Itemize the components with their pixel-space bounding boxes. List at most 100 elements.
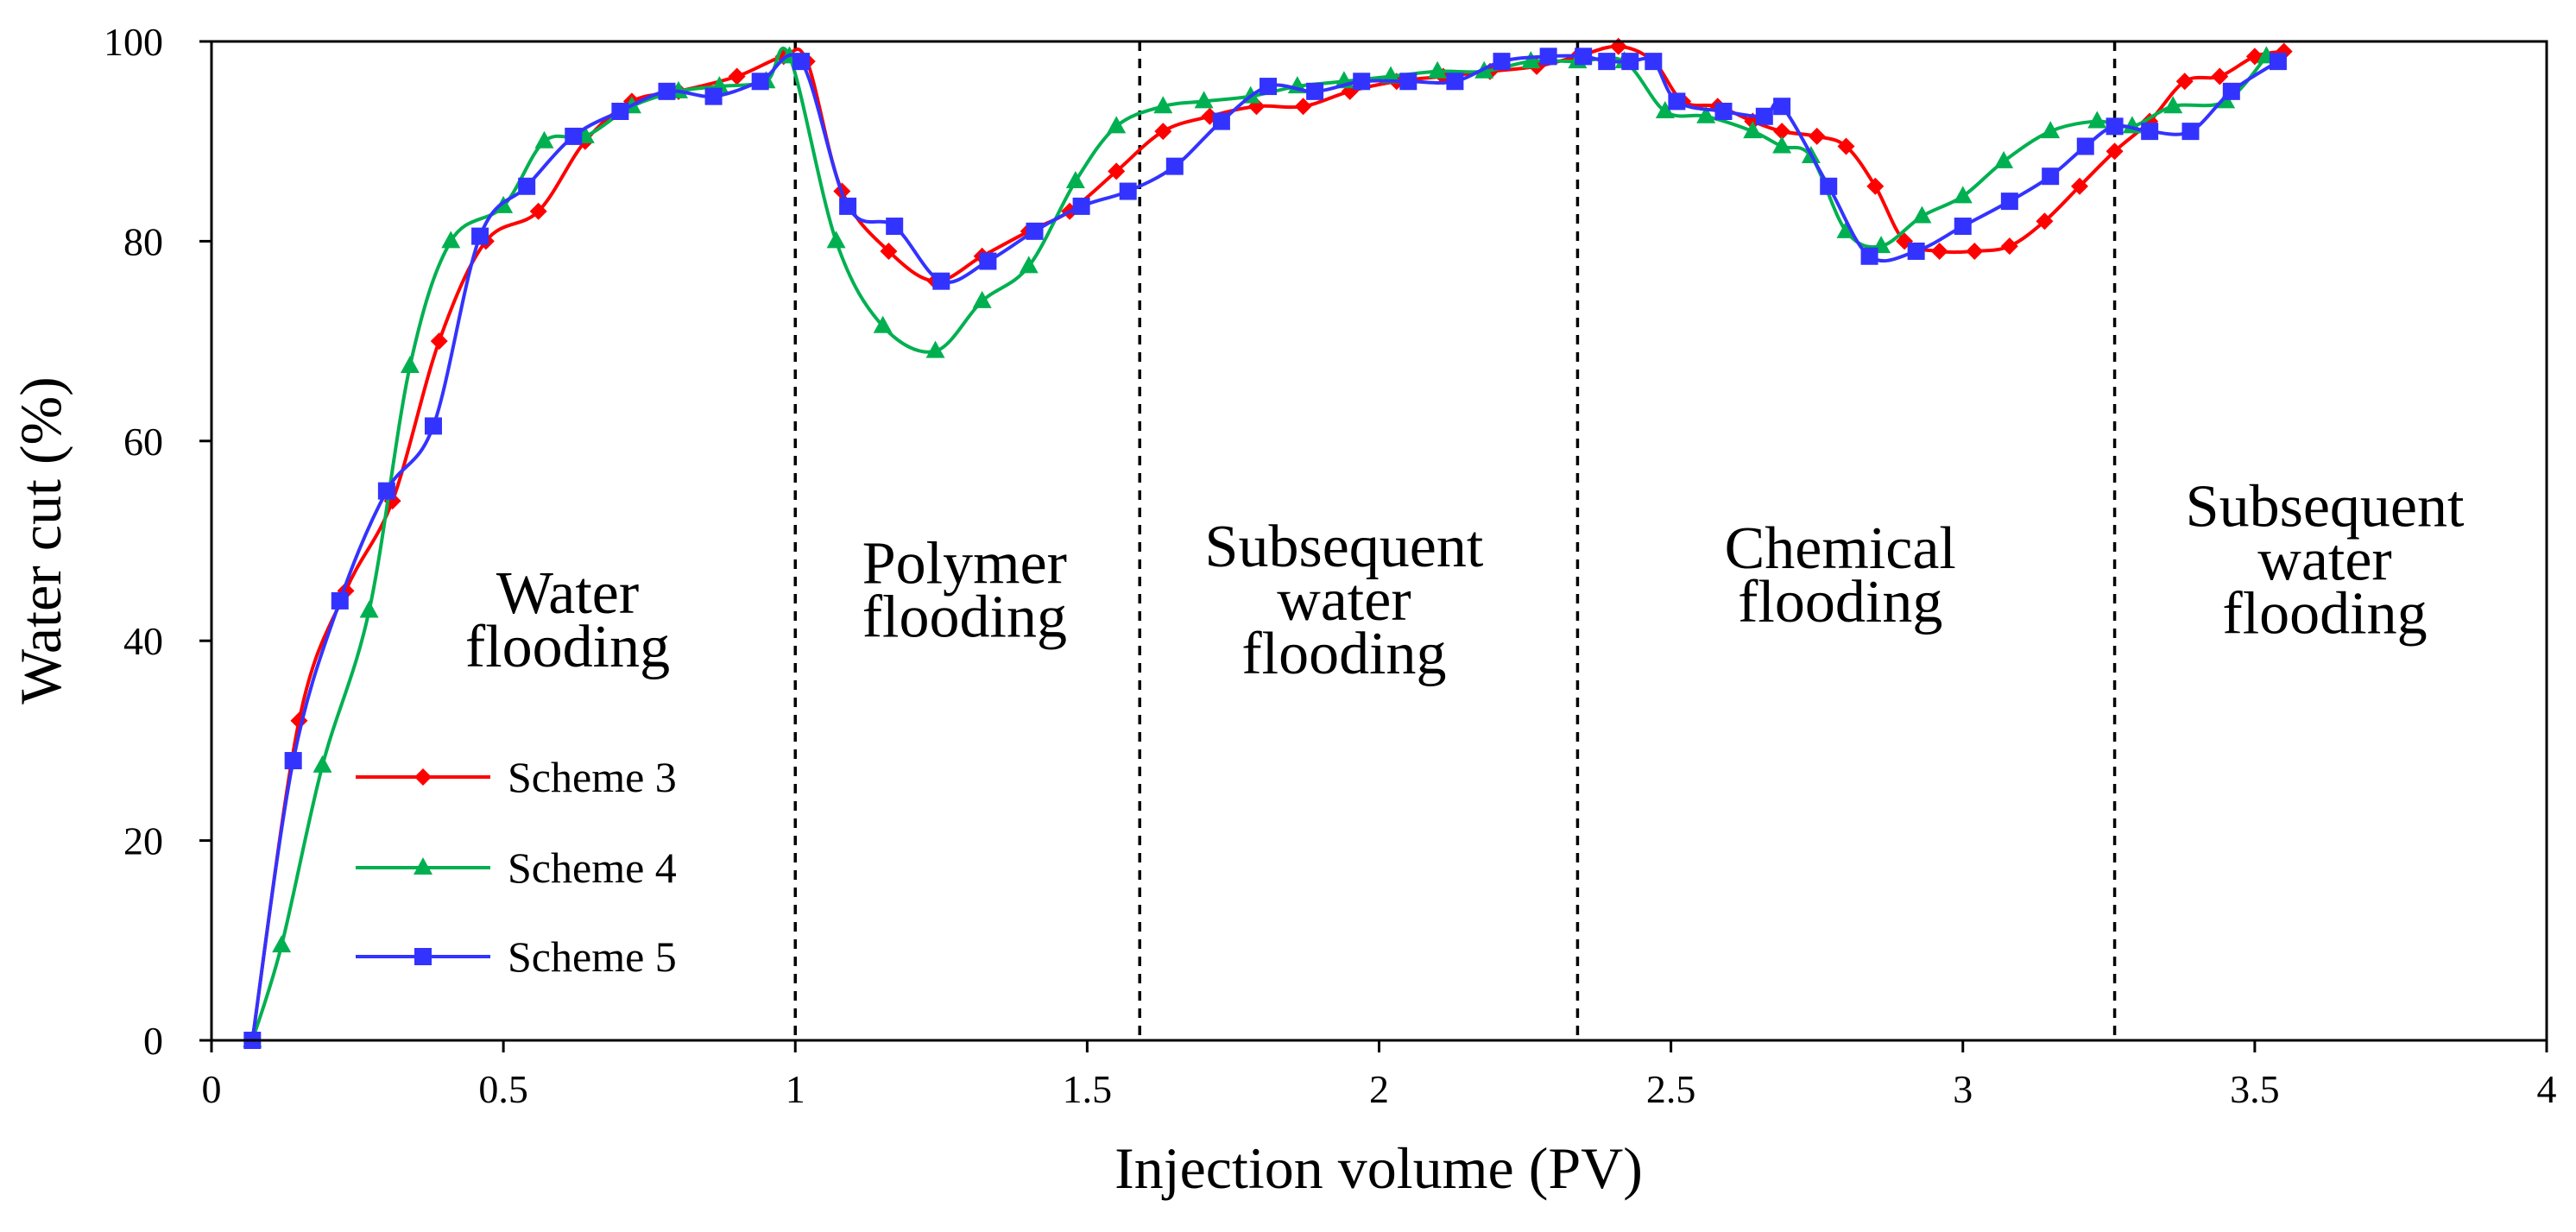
data-point bbox=[704, 87, 723, 105]
data-point bbox=[1212, 112, 1230, 130]
data-point bbox=[1930, 242, 1948, 260]
y-axis-ticks: 0 20 40 60 80 100 bbox=[104, 20, 212, 1063]
data-point bbox=[1153, 96, 1173, 114]
y-tick-label: 80 bbox=[123, 219, 163, 263]
data-point bbox=[400, 356, 420, 374]
data-point bbox=[2175, 73, 2194, 91]
stage-labels: WaterfloodingPolymerfloodingSubsequentwa… bbox=[465, 474, 2465, 687]
data-point bbox=[2141, 123, 2159, 141]
data-point bbox=[2036, 212, 2054, 231]
x-tick-label: 3 bbox=[1953, 1067, 1973, 1111]
stage-label-3: Subsequent bbox=[1205, 514, 1484, 580]
x-tick-label: 1.5 bbox=[1063, 1067, 1113, 1111]
data-point bbox=[1668, 92, 1686, 111]
data-point bbox=[1743, 121, 1763, 139]
data-point bbox=[751, 73, 769, 91]
data-point bbox=[2106, 117, 2124, 136]
series-layer bbox=[243, 37, 2293, 1049]
data-point bbox=[2211, 67, 2229, 85]
legend-marker bbox=[414, 857, 432, 875]
data-point bbox=[1655, 100, 1675, 118]
x-tick-label: 3.5 bbox=[2230, 1067, 2280, 1111]
series-scheme-5 bbox=[243, 47, 2287, 1049]
stage-label-5: Subsequent bbox=[2186, 474, 2465, 540]
data-point bbox=[2181, 123, 2200, 141]
y-tick-label: 20 bbox=[123, 819, 163, 863]
legend-label: Scheme 3 bbox=[508, 753, 677, 801]
data-point bbox=[1645, 53, 1663, 71]
data-point bbox=[1714, 102, 1733, 120]
data-point bbox=[529, 202, 547, 220]
data-point bbox=[313, 755, 332, 773]
legend-marker bbox=[414, 768, 432, 786]
data-point bbox=[979, 252, 997, 270]
data-point bbox=[331, 591, 349, 610]
x-axis-title: Injection volume (PV) bbox=[1114, 1135, 1643, 1201]
data-point bbox=[430, 332, 448, 351]
legend: Scheme 3 Scheme 4 Scheme 5 bbox=[356, 753, 677, 981]
x-tick-label: 2 bbox=[1369, 1067, 1389, 1111]
data-point bbox=[1954, 218, 1972, 236]
data-point bbox=[1907, 242, 1925, 260]
data-point bbox=[839, 197, 857, 215]
y-axis-title: Water cut (%) bbox=[8, 376, 73, 704]
data-point bbox=[1598, 53, 1616, 71]
data-point bbox=[424, 417, 442, 435]
data-point bbox=[826, 231, 846, 249]
data-point bbox=[2087, 111, 2107, 129]
data-point bbox=[1493, 53, 1511, 71]
data-point bbox=[1837, 137, 1855, 155]
data-point bbox=[1621, 53, 1639, 71]
data-point bbox=[1773, 98, 1791, 116]
x-tick-label: 4 bbox=[2537, 1067, 2557, 1111]
data-point bbox=[2106, 142, 2124, 161]
stage-label-5: flooding bbox=[2222, 581, 2427, 648]
data-point bbox=[972, 290, 992, 308]
data-point bbox=[272, 935, 292, 953]
data-point bbox=[2076, 137, 2094, 155]
stage-label-1: flooding bbox=[465, 614, 670, 680]
data-point bbox=[728, 67, 746, 85]
stage-label-3: flooding bbox=[1241, 621, 1446, 687]
data-point bbox=[1836, 220, 1856, 238]
data-point bbox=[1019, 256, 1039, 274]
stage-boundaries bbox=[793, 41, 2117, 1040]
data-point bbox=[1194, 91, 1214, 109]
legend-label: Scheme 5 bbox=[508, 932, 677, 981]
stage-label-2: flooding bbox=[862, 584, 1067, 650]
data-point bbox=[2041, 121, 2061, 139]
data-point bbox=[1294, 98, 1312, 116]
data-point bbox=[284, 752, 302, 770]
data-point bbox=[1381, 66, 1401, 84]
data-point bbox=[1521, 51, 1541, 69]
data-point bbox=[518, 177, 536, 195]
data-point bbox=[1260, 78, 1278, 96]
data-point bbox=[1953, 186, 1973, 204]
y-tick-label: 60 bbox=[123, 420, 163, 464]
data-point bbox=[792, 53, 811, 71]
stage-label-1: Water bbox=[496, 560, 639, 627]
data-point bbox=[873, 315, 893, 333]
data-point bbox=[2042, 167, 2060, 186]
y-tick-label: 100 bbox=[104, 20, 163, 64]
data-point bbox=[886, 218, 904, 236]
legend-marker bbox=[414, 948, 432, 965]
data-point bbox=[1994, 150, 2014, 168]
legend-entry: Scheme 5 bbox=[356, 932, 677, 981]
data-point bbox=[1428, 60, 1448, 79]
stage-label-5: water bbox=[2257, 528, 2391, 594]
data-point bbox=[1306, 82, 1324, 100]
x-tick-label: 2.5 bbox=[1646, 1067, 1696, 1111]
y-tick-label: 0 bbox=[143, 1019, 163, 1063]
data-point bbox=[2071, 177, 2088, 195]
data-point bbox=[1696, 105, 1716, 123]
legend-entry: Scheme 3 bbox=[356, 753, 677, 801]
data-point bbox=[1353, 73, 1371, 91]
legend-entry: Scheme 4 bbox=[356, 843, 677, 892]
data-point bbox=[1772, 136, 1792, 154]
legend-label: Scheme 4 bbox=[508, 843, 677, 892]
data-point bbox=[1866, 177, 1885, 195]
data-point bbox=[1755, 107, 1773, 125]
data-point bbox=[1575, 47, 1593, 66]
